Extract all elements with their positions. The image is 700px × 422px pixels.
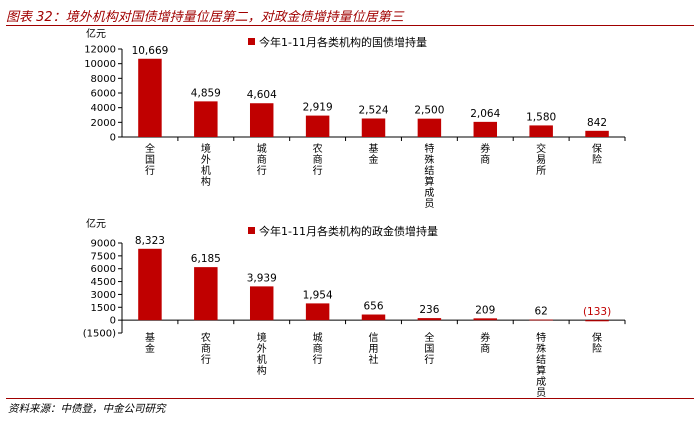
y-tick-label: 4000 xyxy=(91,103,116,114)
y-tick-label: 3000 xyxy=(91,290,116,301)
bar xyxy=(305,115,330,137)
y-tick-label: 7500 xyxy=(91,251,116,262)
y-tick-label: 12000 xyxy=(84,45,116,56)
data-label: 2,919 xyxy=(303,102,333,114)
bar xyxy=(138,58,162,137)
y-tick-label: 0 xyxy=(110,316,116,327)
data-label: 656 xyxy=(363,301,383,313)
category-label: 全国行 xyxy=(424,331,434,366)
source-note: 资料来源：中债登，中金公司研究 xyxy=(8,403,166,415)
title-rule xyxy=(6,25,694,26)
data-label: 1,954 xyxy=(303,289,333,301)
y-tick-label: 6000 xyxy=(91,264,116,275)
data-label: 4,859 xyxy=(191,87,221,99)
bar xyxy=(194,101,218,137)
y-tick-label: 0 xyxy=(110,133,116,144)
bar xyxy=(473,318,498,321)
category-label: 保险 xyxy=(592,142,602,166)
legend-label: 今年1-11月各类机构的政金债增持量 xyxy=(259,224,438,238)
bar xyxy=(361,118,386,137)
y-tick-label: 9000 xyxy=(91,239,116,250)
category-label: 境外机构 xyxy=(201,142,211,188)
data-label: 3,939 xyxy=(247,272,277,284)
data-label: 236 xyxy=(419,304,439,316)
bar xyxy=(417,118,442,137)
category-label: 农商行 xyxy=(201,331,211,366)
bar xyxy=(361,314,386,321)
data-label: 10,669 xyxy=(132,45,169,57)
category-label: 交易所 xyxy=(536,142,546,177)
category-label: 全国行 xyxy=(145,142,155,177)
y-tick-label: 6000 xyxy=(91,89,116,100)
data-label: 6,185 xyxy=(191,253,221,265)
y-tick-label: 2000 xyxy=(91,118,116,129)
y-unit-label: 亿元 xyxy=(86,27,106,40)
category-label: 信用社 xyxy=(369,332,379,366)
data-label: 842 xyxy=(587,117,607,129)
bar xyxy=(529,125,553,137)
y-tick-label: 8000 xyxy=(91,74,116,85)
category-label: 基金 xyxy=(145,331,155,355)
data-label: 209 xyxy=(475,304,495,316)
y-tick-label: 10000 xyxy=(84,59,116,70)
data-label: (133) xyxy=(583,306,611,318)
category-label: 保险 xyxy=(592,331,602,355)
bar xyxy=(529,319,553,321)
bar xyxy=(585,130,609,137)
category-label: 城商行 xyxy=(257,143,267,177)
category-label: 农商行 xyxy=(313,142,323,177)
data-label: 1,580 xyxy=(526,111,556,123)
bar xyxy=(305,303,330,321)
bar xyxy=(249,103,274,137)
category-label: 特殊结算成员 xyxy=(536,332,546,399)
bar xyxy=(194,267,218,321)
bar xyxy=(585,320,609,322)
data-label: 2,064 xyxy=(470,108,500,120)
category-label: 券商 xyxy=(480,142,490,166)
figure-title: 图表 32：境外机构对国债增持量位居第二，对政金债增持量位居第三 xyxy=(6,10,404,25)
bar xyxy=(473,121,498,137)
bar xyxy=(417,318,442,321)
footer-rule xyxy=(6,398,694,399)
category-label: 基金 xyxy=(369,142,379,166)
data-label: 62 xyxy=(534,306,547,318)
data-label: 2,524 xyxy=(358,104,388,116)
data-label: 4,604 xyxy=(247,89,277,101)
category-label: 券商 xyxy=(480,331,490,355)
legend-swatch xyxy=(248,38,255,45)
data-label: 8,323 xyxy=(135,235,165,247)
category-label: 特殊结算成员 xyxy=(424,143,434,210)
bar xyxy=(138,248,162,321)
y-tick-label: 1500 xyxy=(91,303,116,314)
legend-swatch xyxy=(248,227,255,234)
legend-label: 今年1-11月各类机构的国债增持量 xyxy=(259,35,427,49)
category-label: 城商行 xyxy=(313,332,323,366)
y-tick-label: 4500 xyxy=(91,277,116,288)
data-label: 2,500 xyxy=(414,105,444,117)
y-tick-label: (1500) xyxy=(83,329,116,340)
y-unit-label: 亿元 xyxy=(86,217,106,230)
bar xyxy=(249,286,274,321)
category-label: 境外机构 xyxy=(257,331,267,377)
